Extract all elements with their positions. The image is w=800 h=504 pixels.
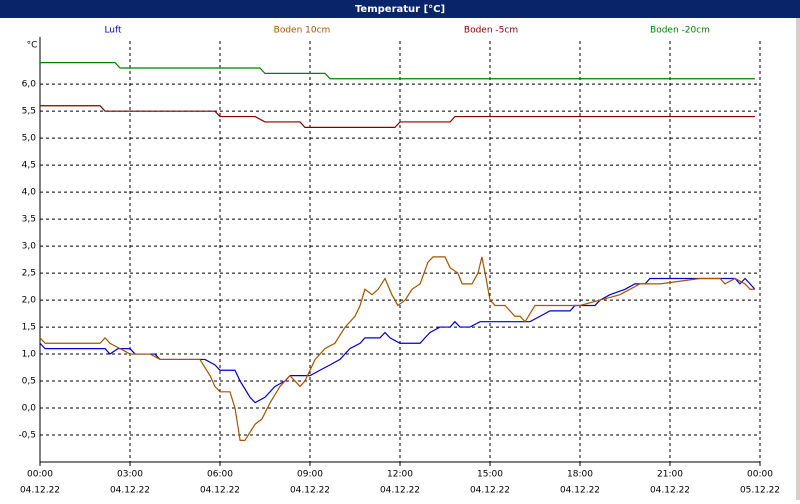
y-tick-label: 2,0: [22, 296, 37, 306]
y-tick-label: 0,5: [22, 377, 36, 387]
x-tick-label: 15:00: [477, 470, 503, 480]
x-tick-label: 12:00: [387, 470, 413, 480]
y-tick-label: -0,5: [18, 431, 36, 441]
chart-title: Temperatur [°C]: [355, 4, 445, 15]
series-line: [39, 256, 755, 442]
x-tick-label: 00:00: [27, 470, 53, 480]
y-tick-label: 5,5: [22, 107, 36, 117]
window-border: [796, 18, 800, 500]
y-tick-label: 5,0: [22, 134, 37, 144]
y-tick-label: 6,0: [22, 80, 37, 90]
y-tick-label: 0,0: [22, 404, 37, 414]
y-tick-label: 1,0: [22, 350, 37, 360]
series-line: [40, 61, 755, 80]
x-tick-date: 05.12.22: [740, 486, 780, 496]
y-tick-label: 3,5: [22, 215, 36, 225]
legend-entry: Boden -5cm: [464, 26, 518, 36]
title-bar: [0, 0, 800, 18]
x-tick-label: 09:00: [297, 470, 323, 480]
x-tick-label: 21:00: [657, 470, 683, 480]
y-tick-label: 4,5: [22, 161, 36, 171]
x-tick-label: 00:00: [747, 470, 773, 480]
x-tick-date: 04.12.22: [20, 486, 60, 496]
y-tick-label: 2,5: [22, 269, 36, 279]
legend-entry: Boden 10cm: [274, 26, 331, 36]
x-tick-date: 04.12.22: [290, 486, 330, 496]
y-unit: °C: [27, 41, 38, 51]
x-tick-date: 04.12.22: [380, 486, 420, 496]
legend-entry: Boden -20cm: [650, 26, 710, 36]
y-tick-label: 4,0: [22, 188, 37, 198]
x-tick-label: 03:00: [117, 470, 143, 480]
x-tick-date: 04.12.22: [560, 486, 600, 496]
y-tick-label: 3,0: [22, 242, 37, 252]
x-tick-date: 04.12.22: [650, 486, 690, 496]
x-tick-label: 18:00: [567, 470, 593, 480]
series-line: [40, 105, 755, 128]
x-tick-date: 04.12.22: [200, 486, 240, 496]
legend-entry: Luft: [104, 26, 122, 36]
x-tick-date: 04.12.22: [470, 486, 510, 496]
x-tick-date: 04.12.22: [110, 486, 150, 496]
x-tick-label: 06:00: [207, 470, 233, 480]
y-tick-label: 1,5: [22, 323, 36, 333]
